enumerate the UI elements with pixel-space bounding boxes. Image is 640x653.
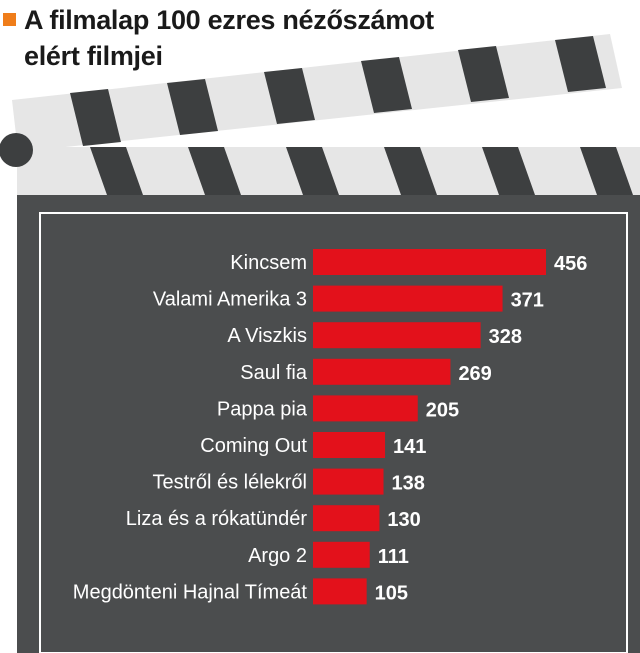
bar [313,432,386,458]
value-label: 328 [489,326,522,348]
bar [313,322,481,349]
category-label: Kincsem [230,252,307,274]
bars-layer: Kincsem 456 Valami Amerika 3 371 A Viszkis 32… [73,249,587,605]
clapper-strip [17,147,640,195]
chart-header: A filmalap 100 ezres nézőszámot elért fil… [0,0,640,80]
value-label: 105 [375,582,408,604]
category-label: Testről és lélekről [152,472,307,494]
bar [313,249,546,275]
value-label: 456 [554,253,587,275]
bar [313,395,418,422]
title-marker [3,13,16,26]
clapper-arm-stripes [70,36,606,146]
category-label: Saul fia [240,362,308,384]
category-label: A Viszkis [227,325,307,347]
value-label: 111 [378,546,409,568]
category-label: Argo 2 [248,545,307,567]
bar [313,505,380,532]
hinge-circle [0,133,33,167]
chart-title: A filmalap 100 ezres nézőszámot elért fil… [24,2,544,74]
clapper-strip-stripes [90,147,633,195]
category-label: Liza és a rókatündér [126,508,308,530]
value-label: 269 [458,363,491,385]
category-label: Valami Amerika 3 [153,289,307,311]
value-label: 130 [387,509,420,531]
clapper-arm [12,34,622,152]
category-label: Pappa pia [217,398,308,420]
title-line-1: A filmalap 100 ezres nézőszámot [24,5,434,35]
category-label: Megdönteni Hajnal Tímeát [73,581,308,603]
bar [313,578,367,605]
bar [313,468,384,495]
value-label: 205 [426,399,459,421]
board-frame [39,212,628,653]
title-line-2: elért filmjei [24,41,163,71]
bar [313,541,370,568]
bar [313,285,503,312]
value-label: 138 [392,473,425,495]
value-label: 371 [511,290,544,312]
category-label: Coming Out [200,435,307,457]
value-label: 141 [393,436,426,458]
bar [313,358,451,385]
